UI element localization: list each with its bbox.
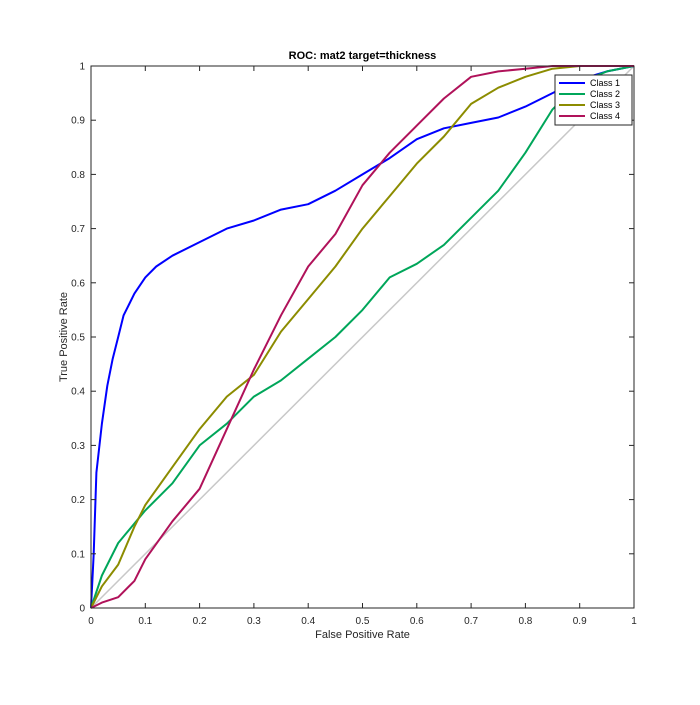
x-tick-label: 0.2 (193, 616, 207, 627)
y-tick-label: 0.6 (71, 278, 85, 289)
x-tick-label: 0.6 (410, 616, 424, 627)
y-tick-label: 0 (79, 604, 85, 615)
y-tick-label: 0.1 (71, 549, 85, 560)
legend-label-class-4: Class 4 (590, 111, 620, 121)
y-tick-label: 0.2 (71, 495, 85, 506)
y-tick-label: 0.8 (71, 170, 85, 181)
x-tick-label: 1 (631, 616, 637, 627)
x-tick-label: 0 (88, 616, 94, 627)
series-line-class-4 (90, 65, 634, 609)
y-tick-label: 0.5 (71, 333, 85, 344)
x-tick-label: 0.4 (301, 616, 315, 627)
y-tick-label: 0.3 (71, 441, 85, 452)
series-line-class-1 (90, 65, 635, 609)
y-tick-label: 0.9 (71, 116, 85, 127)
legend-label-class-2: Class 2 (590, 89, 620, 99)
chart-title: ROC: mat2 target=thickness (289, 50, 437, 62)
y-tick-label: 0.7 (71, 224, 85, 235)
x-tick-label: 0.7 (464, 616, 478, 627)
y-tick-label: 1 (79, 62, 85, 73)
y-tick-label: 0.4 (71, 387, 85, 398)
y-axis-label: True Positive Rate (58, 292, 70, 382)
x-tick-label: 0.1 (138, 616, 152, 627)
legend-label-class-3: Class 3 (590, 100, 620, 110)
reference-diagonal-line (90, 65, 635, 609)
x-axis-label: False Positive Rate (315, 629, 410, 641)
plot-area: 0 0.1 0.2 0.3 0.4 0.5 0.6 0.7 0.8 0.9 1 0 0.1 0.2 0.3 0… (71, 62, 637, 628)
series-line-class-3 (90, 65, 634, 609)
x-tick-label: 0.8 (518, 616, 532, 627)
x-tick-label: 0.5 (356, 616, 370, 627)
legend-label-class-1: Class 1 (590, 78, 620, 88)
x-tick-label: 0.9 (573, 616, 587, 627)
x-tick-label: 0.3 (247, 616, 261, 627)
series-line-class-2 (90, 65, 635, 609)
